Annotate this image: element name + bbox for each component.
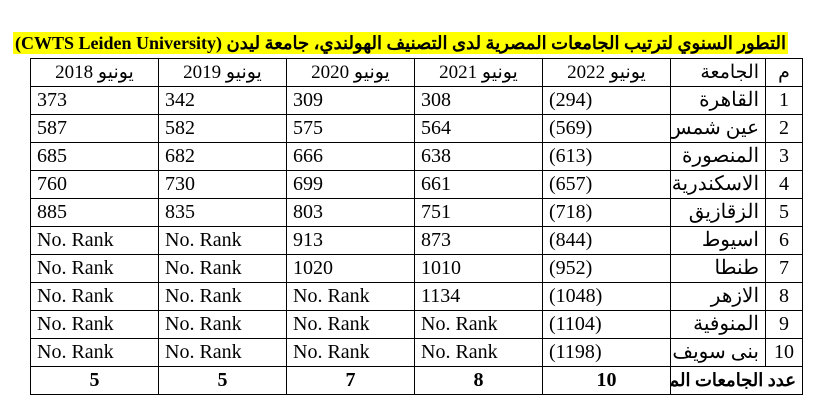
rank-2022: (657): [542, 170, 671, 199]
total-2021: 8: [414, 366, 543, 395]
row-num: 6: [765, 226, 803, 255]
rank-2022: (718): [542, 198, 671, 227]
rank-2020: No. Rank: [286, 282, 415, 311]
rank-2018: No. Rank: [30, 282, 159, 311]
rank-2021: No. Rank: [414, 338, 543, 367]
row-num: 4: [765, 170, 803, 199]
rank-2020: 803: [286, 198, 415, 227]
table-row: 1 القاهرة (294) 308 309 342 373: [30, 86, 803, 115]
rank-2021: 308: [414, 86, 543, 115]
rank-2018: No. Rank: [30, 310, 159, 339]
header-year-2022: يونيو 2022: [542, 58, 671, 87]
university-name: الزقازيق: [670, 198, 766, 227]
university-name: المنوفية: [670, 310, 766, 339]
total-label: عدد الجامعات المصنفة: [670, 366, 803, 395]
rank-2022: (569): [542, 114, 671, 143]
rank-2020: 913: [286, 226, 415, 255]
university-name: عين شمس: [670, 114, 766, 143]
rank-2021: 661: [414, 170, 543, 199]
rank-2019: No. Rank: [158, 226, 287, 255]
rank-2019: 730: [158, 170, 287, 199]
rank-2018: 760: [30, 170, 159, 199]
university-name: الازهر: [670, 282, 766, 311]
row-num: 2: [765, 114, 803, 143]
table-row: 8 الازهر (1048) 1134 No. Rank No. Rank N…: [30, 282, 803, 311]
total-row: عدد الجامعات المصنفة 10 8 7 5 5: [30, 366, 803, 395]
university-name: اسيوط: [670, 226, 766, 255]
table-row: 3 المنصورة (613) 638 666 682 685: [30, 142, 803, 171]
row-num: 10: [765, 338, 803, 367]
header-row: م الجامعة يونيو 2022 يونيو 2021 يونيو 20…: [30, 58, 803, 87]
rankings-table: م الجامعة يونيو 2022 يونيو 2021 يونيو 20…: [30, 58, 803, 395]
rank-2020: 666: [286, 142, 415, 171]
rank-2022: (294): [542, 86, 671, 115]
university-name: المنصورة: [670, 142, 766, 171]
rank-2019: 342: [158, 86, 287, 115]
university-name: القاهرة: [670, 86, 766, 115]
university-name: طنطا: [670, 254, 766, 283]
row-num: 7: [765, 254, 803, 283]
rank-2022: (1104): [542, 310, 671, 339]
rank-2018: 587: [30, 114, 159, 143]
rank-2018: 685: [30, 142, 159, 171]
rank-2019: No. Rank: [158, 282, 287, 311]
rank-2018: 373: [30, 86, 159, 115]
total-2018: 5: [30, 366, 159, 395]
total-2019: 5: [158, 366, 287, 395]
total-2022: 10: [542, 366, 671, 395]
header-year-2020: يونيو 2020: [286, 58, 415, 87]
rank-2022: (1198): [542, 338, 671, 367]
table-row: 7 طنطا (952) 1010 1020 No. Rank No. Rank: [30, 254, 803, 283]
rank-2021: 873: [414, 226, 543, 255]
rank-2021: 1134: [414, 282, 543, 311]
rank-2019: No. Rank: [158, 254, 287, 283]
rank-2020: No. Rank: [286, 310, 415, 339]
rankings-table-body: م الجامعة يونيو 2022 يونيو 2021 يونيو 20…: [30, 58, 803, 395]
table-title: التطور السنوي لترتيب الجامعات المصرية لد…: [12, 32, 788, 54]
rank-2020: 575: [286, 114, 415, 143]
rank-2021: 1010: [414, 254, 543, 283]
rank-2019: No. Rank: [158, 338, 287, 367]
table-row: 4 الاسكندرية (657) 661 699 730 760: [30, 170, 803, 199]
row-num: 8: [765, 282, 803, 311]
rank-2022: (844): [542, 226, 671, 255]
rank-2018: 885: [30, 198, 159, 227]
university-name: الاسكندرية: [670, 170, 766, 199]
rank-2021: 638: [414, 142, 543, 171]
rank-2020: 699: [286, 170, 415, 199]
header-year-2021: يونيو 2021: [414, 58, 543, 87]
rank-2020: No. Rank: [286, 338, 415, 367]
table-row: 5 الزقازيق (718) 751 803 835 885: [30, 198, 803, 227]
row-num: 9: [765, 310, 803, 339]
table-row: 6 اسيوط (844) 873 913 No. Rank No. Rank: [30, 226, 803, 255]
rank-2019: No. Rank: [158, 310, 287, 339]
header-year-2019: يونيو 2019: [158, 58, 287, 87]
header-year-2018: يونيو 2018: [30, 58, 159, 87]
rank-2018: No. Rank: [30, 254, 159, 283]
table-row: 9 المنوفية (1104) No. Rank No. Rank No. …: [30, 310, 803, 339]
rank-2019: 682: [158, 142, 287, 171]
header-num: م: [765, 58, 803, 87]
rank-2021: No. Rank: [414, 310, 543, 339]
university-name: بنى سويف: [670, 338, 766, 367]
rank-2020: 1020: [286, 254, 415, 283]
table-row: 2 عين شمس (569) 564 575 582 587: [30, 114, 803, 143]
rank-2022: (1048): [542, 282, 671, 311]
rank-2019: 582: [158, 114, 287, 143]
total-2020: 7: [286, 366, 415, 395]
row-num: 3: [765, 142, 803, 171]
row-num: 5: [765, 198, 803, 227]
header-university: الجامعة: [670, 58, 766, 87]
rank-2019: 835: [158, 198, 287, 227]
rank-2018: No. Rank: [30, 226, 159, 255]
table-row: 10 بنى سويف (1198) No. Rank No. Rank No.…: [30, 338, 803, 367]
rank-2021: 751: [414, 198, 543, 227]
rank-2022: (613): [542, 142, 671, 171]
rank-2020: 309: [286, 86, 415, 115]
rank-2021: 564: [414, 114, 543, 143]
rank-2022: (952): [542, 254, 671, 283]
title-container: التطور السنوي لترتيب الجامعات المصرية لد…: [12, 32, 788, 54]
row-num: 1: [765, 86, 803, 115]
rank-2018: No. Rank: [30, 338, 159, 367]
